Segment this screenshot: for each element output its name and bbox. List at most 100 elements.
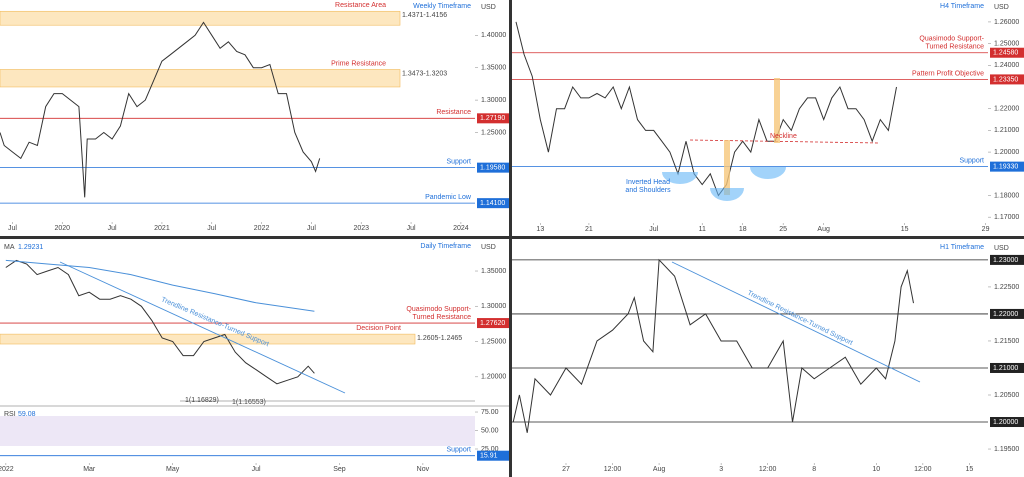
level-badge	[477, 113, 511, 124]
x-tick-label: 8	[812, 466, 816, 473]
x-tick-label: Aug	[817, 226, 830, 233]
y-tick-label: 1.22000	[994, 106, 1019, 113]
annotation: 1(1.16553)	[232, 399, 266, 406]
level-badge	[477, 198, 511, 209]
x-tick-label: Jul	[407, 225, 416, 232]
x-tick-label: May	[166, 466, 180, 473]
y-tick-label: 1.35000	[481, 268, 506, 275]
zone	[0, 69, 401, 88]
x-tick-label: 21	[585, 226, 593, 233]
level-badge-label: 1.23350	[993, 76, 1018, 83]
panel-title: Weekly Timeframe	[413, 3, 471, 10]
trendline	[671, 261, 921, 383]
x-tick-label: Jul	[649, 226, 658, 233]
indicator-name: RSI	[4, 411, 16, 418]
x-tick-label: 15	[901, 226, 909, 233]
level-badge-label: 1.20000	[993, 419, 1018, 426]
level-badge	[990, 417, 1024, 428]
zone-label: Decision Point	[356, 325, 401, 332]
x-tick-label: 12:00	[914, 466, 932, 473]
y-tick-label: 50.00	[481, 427, 499, 434]
x-tick-label: 10	[872, 466, 880, 473]
annotation: 1(1.16829)	[185, 397, 219, 404]
separator	[0, 236, 1024, 239]
level-name: Turned Resistance	[413, 314, 472, 321]
x-tick-label: 2022	[254, 225, 270, 232]
currency: USD	[994, 245, 1009, 252]
y-tick-label: 1.20500	[994, 392, 1019, 399]
x-tick-label: 25	[779, 226, 787, 233]
zone-range-label: 1.2605-1.2465	[417, 335, 462, 342]
annotation: Neckline	[770, 133, 797, 140]
level-badge-label: 1.27190	[480, 115, 505, 122]
y-tick-label: 1.35000	[481, 65, 506, 72]
x-tick-label: Sep	[333, 466, 346, 473]
level-badge-label: 1.22000	[993, 311, 1018, 318]
x-tick-label: 2023	[353, 225, 369, 232]
annotation: and Shoulders	[625, 187, 671, 194]
level-badge-label: 15.91	[480, 453, 498, 460]
shoulder	[662, 172, 698, 184]
x-tick-label: Jul	[8, 225, 17, 232]
y-tick-label: 1.20000	[481, 374, 506, 381]
x-tick-label: 12:00	[604, 466, 622, 473]
price-line	[5, 259, 315, 312]
level-badge-label: 1.24580	[993, 50, 1018, 57]
currency: USD	[481, 4, 496, 11]
level-name: Support	[959, 157, 984, 164]
level-badge	[477, 162, 511, 173]
head	[710, 188, 744, 201]
price-line	[512, 258, 914, 433]
y-tick-label: 1.25000	[994, 40, 1019, 47]
y-tick-label: 1.30000	[481, 303, 506, 310]
rsi-band	[0, 416, 475, 446]
x-tick-label: 18	[739, 226, 747, 233]
panel-title: H1 Timeframe	[940, 244, 984, 251]
x-tick-label: Mar	[83, 466, 96, 473]
y-tick-label: 1.25000	[481, 129, 506, 136]
y-tick-label: 1.24000	[994, 62, 1019, 69]
level-badge	[990, 47, 1024, 58]
level-badge-label: 1.27620	[480, 320, 505, 327]
zone	[0, 333, 416, 345]
y-tick-label: 1.40000	[481, 32, 506, 39]
panel-title: Daily Timeframe	[420, 243, 471, 250]
x-tick-label: 11	[699, 226, 706, 233]
decorations	[0, 78, 921, 446]
y-tick-label: 1.17000	[994, 214, 1019, 221]
y-tick-label: 1.21000	[994, 127, 1019, 134]
level-badge-label: 1.23000	[993, 257, 1018, 264]
x-tick-label: 13	[536, 226, 544, 233]
y-tick-label: 25.00	[481, 446, 499, 453]
currency: USD	[994, 4, 1009, 11]
level-name: Quasimodo Support-	[919, 36, 984, 43]
level-badge	[990, 74, 1024, 85]
x-tick-label: Jul	[252, 466, 261, 473]
level-badge-label: 1.21000	[993, 365, 1018, 372]
x-tick-label: Jul	[108, 225, 117, 232]
zone-range-label: 1.4371-1.4156	[402, 12, 447, 19]
x-tick-label: 2020	[54, 225, 70, 232]
level-name: Support	[446, 158, 471, 165]
level-name: Pattern Profit Objective	[912, 70, 984, 77]
indicator-value: 59.08	[18, 411, 36, 418]
y-tick-label: 1.19500	[994, 446, 1019, 453]
measure-bar	[724, 140, 730, 195]
level-badge-label: 1.19580	[480, 164, 505, 171]
neckline	[689, 139, 881, 144]
price-line	[515, 21, 897, 197]
price-line	[0, 21, 321, 198]
x-tick-label: 15	[965, 466, 973, 473]
y-tick-label: 1.30000	[481, 97, 506, 104]
y-tick-label: 1.21500	[994, 338, 1019, 345]
y-tick-label: 1.22500	[994, 284, 1019, 291]
y-tick-label: 1.20000	[994, 149, 1019, 156]
y-tick-label: 75.00	[481, 409, 499, 416]
y-tick-label: 1.25000	[481, 338, 506, 345]
measure-bar	[774, 78, 780, 143]
price-line	[5, 259, 315, 385]
zone-label: Resistance Area	[335, 2, 386, 9]
x-tick-label: 2024	[453, 225, 469, 232]
level-badge	[990, 362, 1024, 373]
